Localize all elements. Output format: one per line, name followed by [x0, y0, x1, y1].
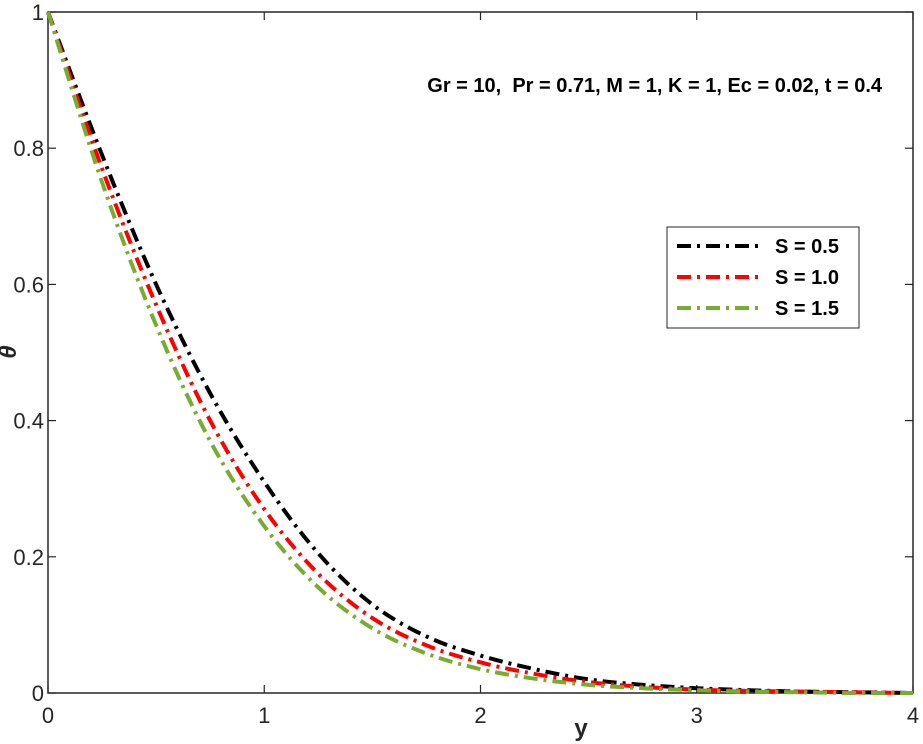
plot-area: [47, 11, 914, 694]
series-lines: [46, 11, 914, 696]
y-tick-label: 0.4: [13, 409, 44, 434]
legend-label-3: S = 1.5: [775, 298, 839, 320]
x-tick-label: 1: [258, 703, 270, 728]
series-line-3: [46, 11, 914, 696]
x-tick-label: 4: [907, 703, 919, 728]
y-tick-label: 1: [32, 0, 44, 25]
y-tick-label: 0.8: [13, 136, 44, 161]
annotation-text: Gr = 10, Pr = 0.71, M = 1, K = 1, Ec = 0…: [427, 75, 883, 97]
y-tick-label: 0: [32, 681, 44, 706]
y-tick-label: 0.6: [13, 272, 44, 297]
x-tick-label: 0: [42, 703, 54, 728]
series-line-1: [46, 11, 914, 695]
x-tick-label: 3: [691, 703, 703, 728]
legend: S = 0.5 S = 1.0 S = 1.5: [666, 226, 860, 329]
y-tick-label: 0.2: [13, 545, 44, 570]
x-tick-label: 2: [474, 703, 486, 728]
legend-label-2: S = 1.0: [775, 267, 839, 289]
y-axis-title: θ: [0, 345, 22, 358]
axis-ticks: 0 1 2 3 4 0 0.2 0.4 0.6 0.8 1: [13, 0, 919, 728]
x-axis-title: y: [574, 715, 588, 742]
legend-label-1: S = 0.5: [775, 236, 839, 258]
series-line-2: [46, 11, 914, 695]
